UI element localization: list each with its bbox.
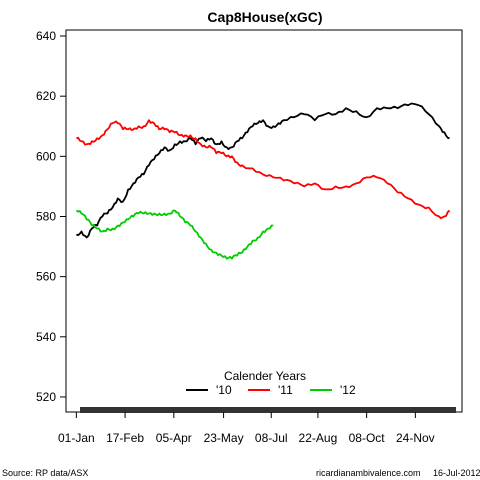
y-axis: 520 540 560 580 600 620 640 <box>36 29 66 404</box>
series-line-2 <box>76 119 451 220</box>
legend-title: Calender Years <box>224 369 306 383</box>
y-tick-label: 620 <box>36 89 56 103</box>
baseline-band <box>80 407 456 413</box>
series-line-3 <box>75 209 274 260</box>
source-note: Source: RP data/ASX <box>2 468 88 478</box>
x-tick-label: 22-Aug <box>299 431 338 445</box>
legend-label: '11 <box>278 383 293 397</box>
x-tick-label: 17-Feb <box>106 431 144 445</box>
plot-area <box>65 29 463 413</box>
series-line-1 <box>76 102 450 239</box>
x-tick-label: 23-May <box>204 431 244 445</box>
y-tick-label: 580 <box>36 209 56 223</box>
series-group <box>75 102 451 260</box>
y-tick-label: 520 <box>36 390 56 404</box>
legend: Calender Years '10 '11 '12 <box>186 369 356 397</box>
y-tick-label: 640 <box>36 29 56 43</box>
x-axis: 01-Jan 17-Feb 05-Apr 23-May 08-Jul 22-Aug 08-O… <box>58 412 435 445</box>
y-tick-label: 600 <box>36 149 56 163</box>
x-tick-label: 01-Jan <box>58 431 95 445</box>
legend-label: '10 <box>216 383 232 397</box>
y-tick-label: 540 <box>36 330 56 344</box>
legend-label: '12 <box>340 383 356 397</box>
site-credit: ricardianambivalence.com <box>316 468 421 478</box>
x-tick-label: 24-Nov <box>396 431 435 445</box>
chart-title: Cap8House(xGC) <box>207 9 322 25</box>
x-tick-label: 05-Apr <box>156 431 192 445</box>
x-tick-label: 08-Jul <box>255 431 288 445</box>
x-tick-label: 08-Oct <box>349 431 386 445</box>
date-stamp: 16-Jul-2012 <box>433 468 480 478</box>
y-tick-label: 560 <box>36 270 56 284</box>
